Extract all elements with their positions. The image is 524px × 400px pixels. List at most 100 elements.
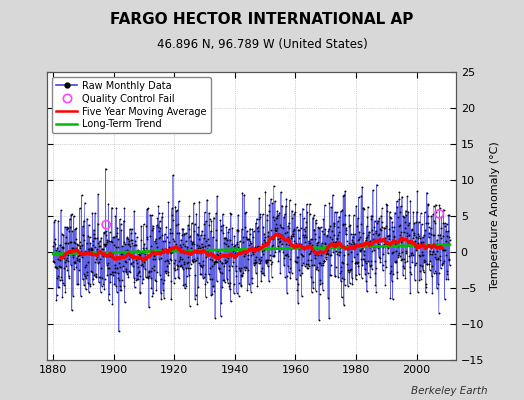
- Point: [178, 256, 186, 262]
- Point: [342, 238, 351, 244]
- Point: [276, 234, 284, 241]
- Point: [388, 224, 396, 230]
- Point: [52, 292, 61, 298]
- Point: [290, 211, 298, 218]
- Point: [273, 213, 281, 219]
- Point: [323, 232, 331, 239]
- Point: [342, 231, 350, 238]
- Point: [442, 252, 451, 258]
- Point: [288, 243, 297, 249]
- Point: [124, 268, 133, 274]
- Point: [352, 259, 360, 265]
- Point: [253, 283, 261, 289]
- Point: [372, 230, 380, 236]
- Point: [402, 230, 411, 236]
- Point: [379, 241, 388, 248]
- Point: [58, 277, 66, 284]
- Point: [112, 232, 121, 239]
- Point: [57, 264, 65, 270]
- Point: [171, 222, 180, 228]
- Point: [161, 270, 170, 276]
- Point: [236, 268, 245, 274]
- Point: [285, 242, 293, 248]
- Point: [60, 282, 69, 289]
- Point: [359, 204, 367, 211]
- Point: [432, 270, 441, 277]
- Point: [231, 242, 239, 248]
- Point: [432, 256, 440, 262]
- Point: [140, 240, 149, 247]
- Point: [256, 260, 265, 266]
- Point: [434, 256, 442, 262]
- Point: [157, 296, 166, 302]
- Point: [208, 257, 216, 263]
- Point: [399, 236, 407, 242]
- Point: [135, 268, 144, 275]
- Point: [331, 264, 340, 270]
- Point: [415, 277, 423, 283]
- Point: [394, 214, 402, 220]
- Point: [126, 226, 134, 232]
- Point: [160, 276, 169, 283]
- Point: [358, 245, 366, 252]
- Point: [110, 281, 118, 288]
- Point: [343, 250, 352, 257]
- Point: [272, 221, 280, 227]
- Point: [216, 313, 225, 319]
- Point: [230, 290, 238, 296]
- Point: [180, 230, 189, 237]
- Point: [331, 239, 340, 246]
- Point: [147, 285, 156, 291]
- Point: [378, 267, 387, 274]
- Point: [223, 236, 231, 243]
- Point: [352, 276, 360, 282]
- Point: [180, 261, 189, 268]
- Point: [280, 236, 288, 242]
- Point: [163, 257, 171, 264]
- Point: [169, 236, 177, 242]
- Point: [350, 241, 358, 247]
- Point: [167, 296, 176, 303]
- Point: [63, 226, 71, 232]
- Point: [347, 274, 356, 281]
- Point: [127, 236, 136, 243]
- Point: [372, 228, 380, 234]
- Point: [203, 196, 211, 203]
- Point: [70, 266, 79, 272]
- Point: [326, 262, 335, 269]
- Point: [72, 255, 81, 261]
- Point: [347, 266, 355, 272]
- Point: [261, 188, 270, 195]
- Point: [418, 248, 427, 255]
- Point: [93, 235, 101, 241]
- Point: [444, 212, 453, 218]
- Point: [260, 242, 269, 248]
- Point: [279, 234, 287, 241]
- Point: [239, 264, 248, 270]
- Point: [336, 270, 344, 276]
- Point: [307, 236, 315, 243]
- Point: [425, 230, 433, 236]
- Point: [102, 241, 110, 247]
- Point: [332, 238, 340, 245]
- Point: [255, 260, 263, 266]
- Point: [297, 241, 305, 248]
- Point: [291, 244, 300, 250]
- Point: [136, 290, 144, 296]
- Point: [370, 237, 378, 243]
- Point: [206, 256, 214, 262]
- Point: [136, 289, 144, 296]
- Point: [297, 293, 305, 300]
- Point: [188, 259, 196, 265]
- Point: [83, 272, 91, 278]
- Point: [183, 260, 191, 266]
- Point: [231, 246, 239, 252]
- Point: [194, 224, 202, 230]
- Point: [269, 183, 278, 189]
- Point: [317, 252, 325, 258]
- Point: [353, 215, 362, 221]
- Point: [78, 254, 86, 260]
- Point: [168, 249, 177, 255]
- Point: [190, 221, 199, 227]
- Point: [376, 238, 385, 244]
